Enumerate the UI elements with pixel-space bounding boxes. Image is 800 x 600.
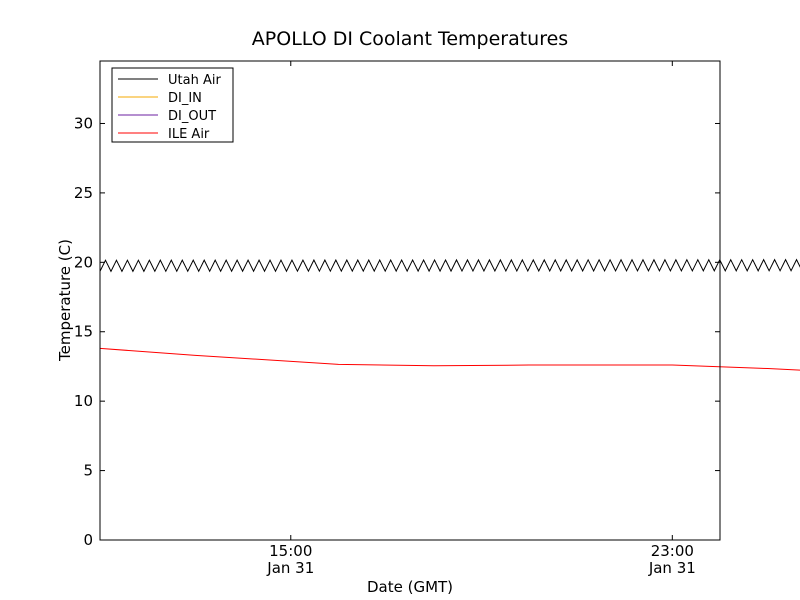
legend-label: ILE Air: [168, 127, 210, 142]
x-tick-time: 15:00: [269, 542, 312, 560]
x-tick-date: Jan 31: [648, 559, 696, 577]
y-axis-label: Temperature (C): [56, 239, 74, 362]
series-line-ile-air: [99, 347, 800, 371]
x-axis-label: Date (GMT): [367, 578, 453, 596]
legend-label: DI_OUT: [168, 109, 216, 124]
legend-box: [111, 67, 234, 143]
plot-frame: [99, 60, 721, 541]
y-tick-label: 10: [74, 392, 93, 410]
legend-label: Utah Air: [168, 73, 221, 88]
y-tick-label: 25: [74, 184, 93, 202]
y-tick-label: 15: [74, 323, 93, 341]
x-tick-date: Jan 31: [266, 559, 314, 577]
x-tick-time: 23:00: [651, 542, 694, 560]
y-tick-label: 30: [74, 114, 93, 132]
series-layer: [99, 258, 800, 371]
chart-title: APOLLO DI Coolant Temperatures: [252, 28, 568, 50]
legend: Utah Air DI_IN DI_OUT ILE Air: [111, 67, 234, 143]
y-tick-label: 0: [83, 531, 93, 549]
y-tick-label: 5: [83, 462, 93, 480]
legend-label: DI_IN: [168, 91, 202, 106]
series-line-utah-air: [99, 258, 800, 273]
y-tick-label: 20: [74, 253, 93, 271]
